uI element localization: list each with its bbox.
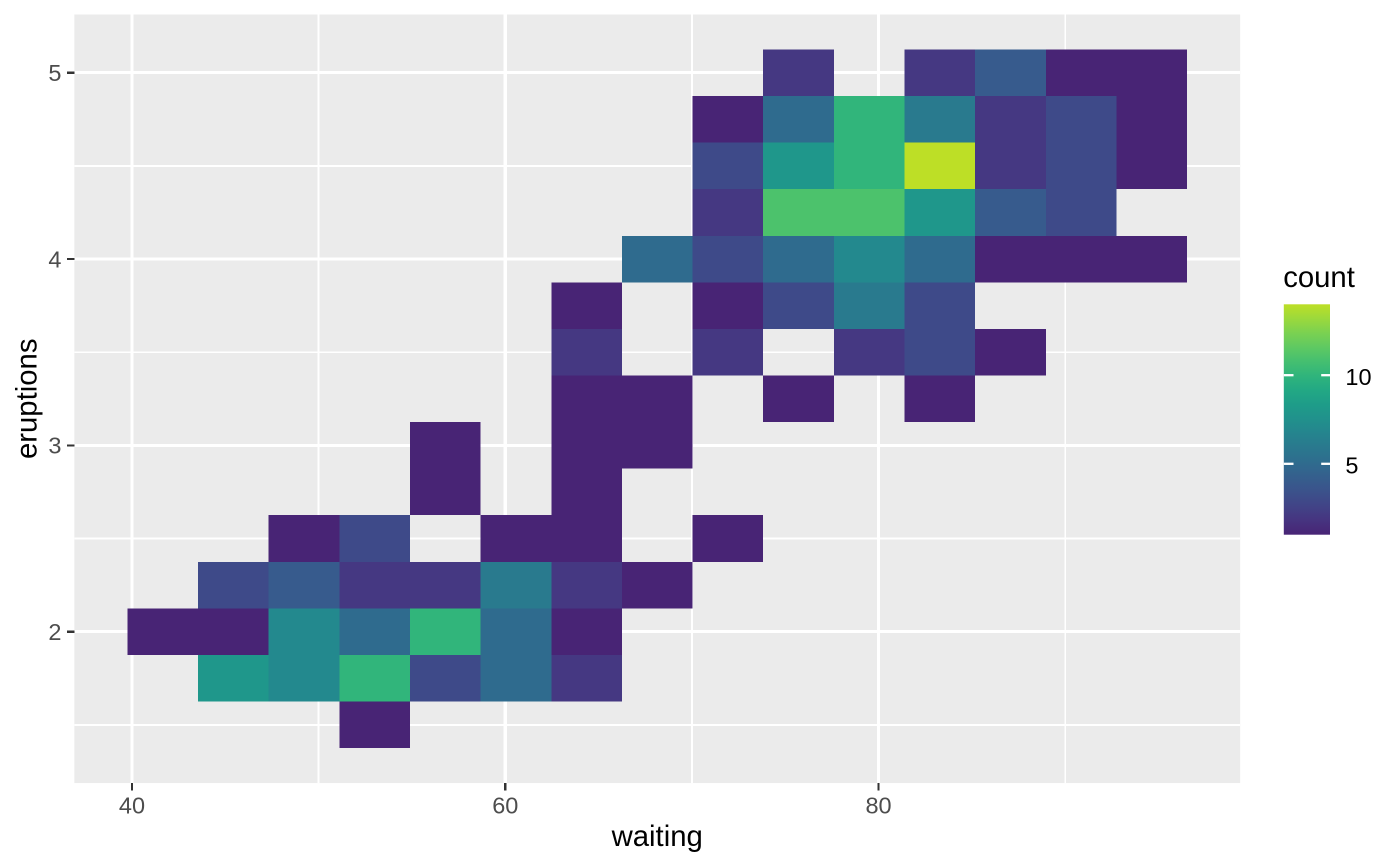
svg-text:80: 80 [865,793,891,819]
svg-text:count: count [1283,261,1355,294]
svg-text:10: 10 [1345,364,1371,390]
svg-text:3: 3 [48,433,61,459]
svg-text:5: 5 [48,60,61,86]
svg-text:eruptions: eruptions [10,339,43,460]
svg-text:2: 2 [48,619,61,645]
svg-text:5: 5 [1345,452,1358,478]
svg-text:waiting: waiting [611,820,703,853]
svg-text:4: 4 [48,246,61,272]
svg-text:40: 40 [119,793,145,819]
svg-text:60: 60 [492,793,518,819]
